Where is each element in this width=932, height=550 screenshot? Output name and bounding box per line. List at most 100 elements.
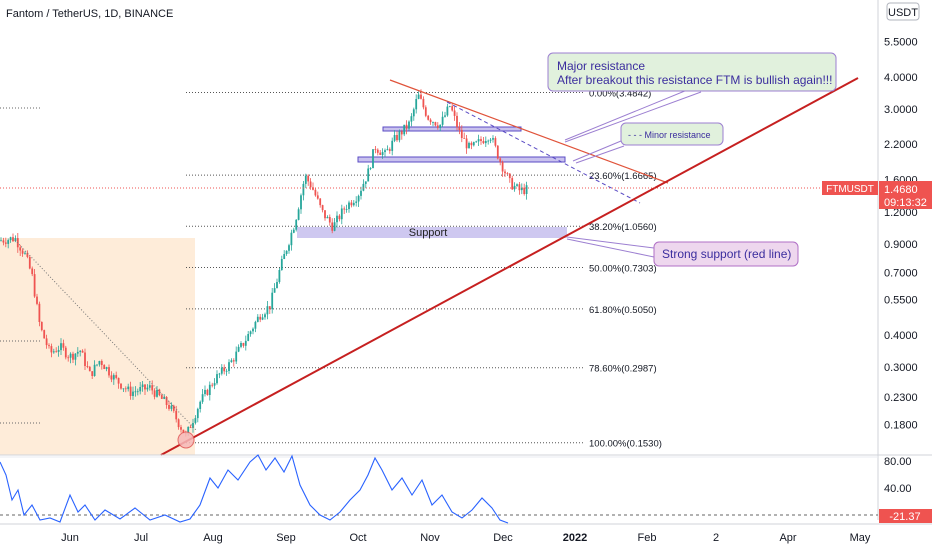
candle-body (307, 175, 310, 182)
time-axis-label: 2022 (563, 532, 587, 544)
candle-body (237, 346, 240, 352)
candle-body (117, 377, 120, 384)
fib-level-label: 0.00%(3.4842) (589, 89, 651, 100)
candle-body (132, 391, 134, 396)
candle-body (163, 397, 166, 399)
price-axis[interactable] (878, 0, 932, 455)
fib-level-label: 38.20%(1.0560) (589, 222, 657, 233)
candle-body (482, 141, 485, 144)
currency-badge[interactable] (886, 2, 920, 21)
candle-body (316, 195, 319, 199)
candle-body (314, 189, 317, 196)
candle-body (324, 210, 326, 219)
candle-body (340, 208, 343, 220)
countdown: 09:13:32 (884, 197, 927, 209)
candle-body (422, 98, 425, 108)
candle-body (343, 208, 346, 210)
candle-body (2, 240, 5, 243)
price-axis-tick-label: 4.0000 (884, 72, 918, 84)
candle-body (213, 383, 216, 386)
price-axis-tick-label: 0.1800 (884, 420, 918, 432)
candle-body (141, 384, 144, 387)
time-axis-label: Nov (420, 532, 440, 544)
candle-body (501, 161, 504, 172)
candle-body (494, 138, 497, 146)
candle-body (86, 366, 89, 367)
time-axis-label: Oct (349, 532, 366, 544)
time-axis[interactable]: Jun Jul Aug Sep Oct Nov Dec 2022 Feb 2 Apr May (61, 532, 871, 544)
candle-body (211, 384, 214, 386)
candle-body (266, 306, 269, 315)
candle-body (244, 340, 247, 346)
candle-body (228, 362, 230, 371)
candles (0, 89, 528, 437)
fib-level-label: 23.60%(1.6665) (589, 171, 657, 182)
candle-body (28, 257, 31, 269)
candle-body (196, 408, 199, 419)
candle-body (175, 410, 178, 420)
fib-levels: 0.00%(3.4842) 23.60%(1.6665) 38.20%(1.0560… (186, 89, 662, 450)
candle-body (180, 427, 182, 430)
candle-body (192, 423, 194, 428)
indicator-line (0, 454, 509, 524)
candle-body (436, 125, 439, 128)
candle-body (230, 360, 233, 363)
candle-body (384, 150, 386, 153)
candle-body (489, 139, 492, 141)
symbol-tag-text: FTMUSDT (826, 184, 874, 195)
candle-body (290, 232, 293, 246)
candle-body (187, 426, 190, 434)
candle-body (465, 138, 468, 149)
major-resistance-connector (564, 85, 698, 141)
candle-body (448, 106, 451, 107)
candle-body (232, 360, 235, 362)
candle-body (24, 252, 26, 254)
candle-body (434, 122, 437, 126)
symbol-tag (822, 181, 878, 195)
candle-body (144, 384, 146, 390)
candle-body (218, 373, 221, 375)
strong-support-trendline[interactable] (160, 77, 859, 456)
candle-body (381, 152, 384, 155)
candle-body (276, 282, 278, 289)
major-resistance-trendline[interactable] (389, 79, 669, 184)
candle-body (424, 107, 427, 116)
time-axis-label: Feb (638, 532, 657, 544)
time-axis-label: 2 (713, 532, 719, 544)
candle-body (268, 306, 271, 310)
major-resistance-note[interactable] (547, 52, 837, 92)
candle-body (220, 367, 223, 374)
candle-body (91, 371, 94, 376)
candle-body (460, 130, 463, 138)
strong-support-note[interactable] (653, 241, 799, 267)
candle-body (38, 303, 41, 322)
candle-body (300, 195, 302, 210)
candle-body (96, 364, 98, 366)
price-axis-tick-label: 3.0000 (884, 104, 918, 116)
candle-body (136, 391, 139, 393)
candle-body (235, 351, 238, 362)
candle-body (182, 429, 185, 434)
candle-body (288, 245, 290, 251)
candle-body (345, 209, 348, 210)
minor-resistance-dashed-line[interactable] (446, 101, 641, 204)
candle-body (33, 274, 36, 297)
candle-body (225, 370, 228, 372)
candle-body (124, 388, 127, 390)
price-axis-tick-label: 5.5000 (884, 36, 918, 48)
candle-body (388, 149, 391, 151)
candle-body (350, 202, 353, 206)
support-zone[interactable] (297, 227, 567, 238)
lower-resistance-box[interactable] (357, 156, 566, 163)
candle-body (120, 383, 122, 389)
candle-body (194, 418, 197, 423)
candle-body (278, 270, 281, 282)
minor-resistance-note[interactable] (620, 122, 724, 146)
candle-body (410, 116, 413, 122)
candle-body (393, 135, 396, 141)
candle-body (57, 350, 60, 352)
candle-body (134, 391, 137, 393)
candle-body (357, 195, 360, 202)
